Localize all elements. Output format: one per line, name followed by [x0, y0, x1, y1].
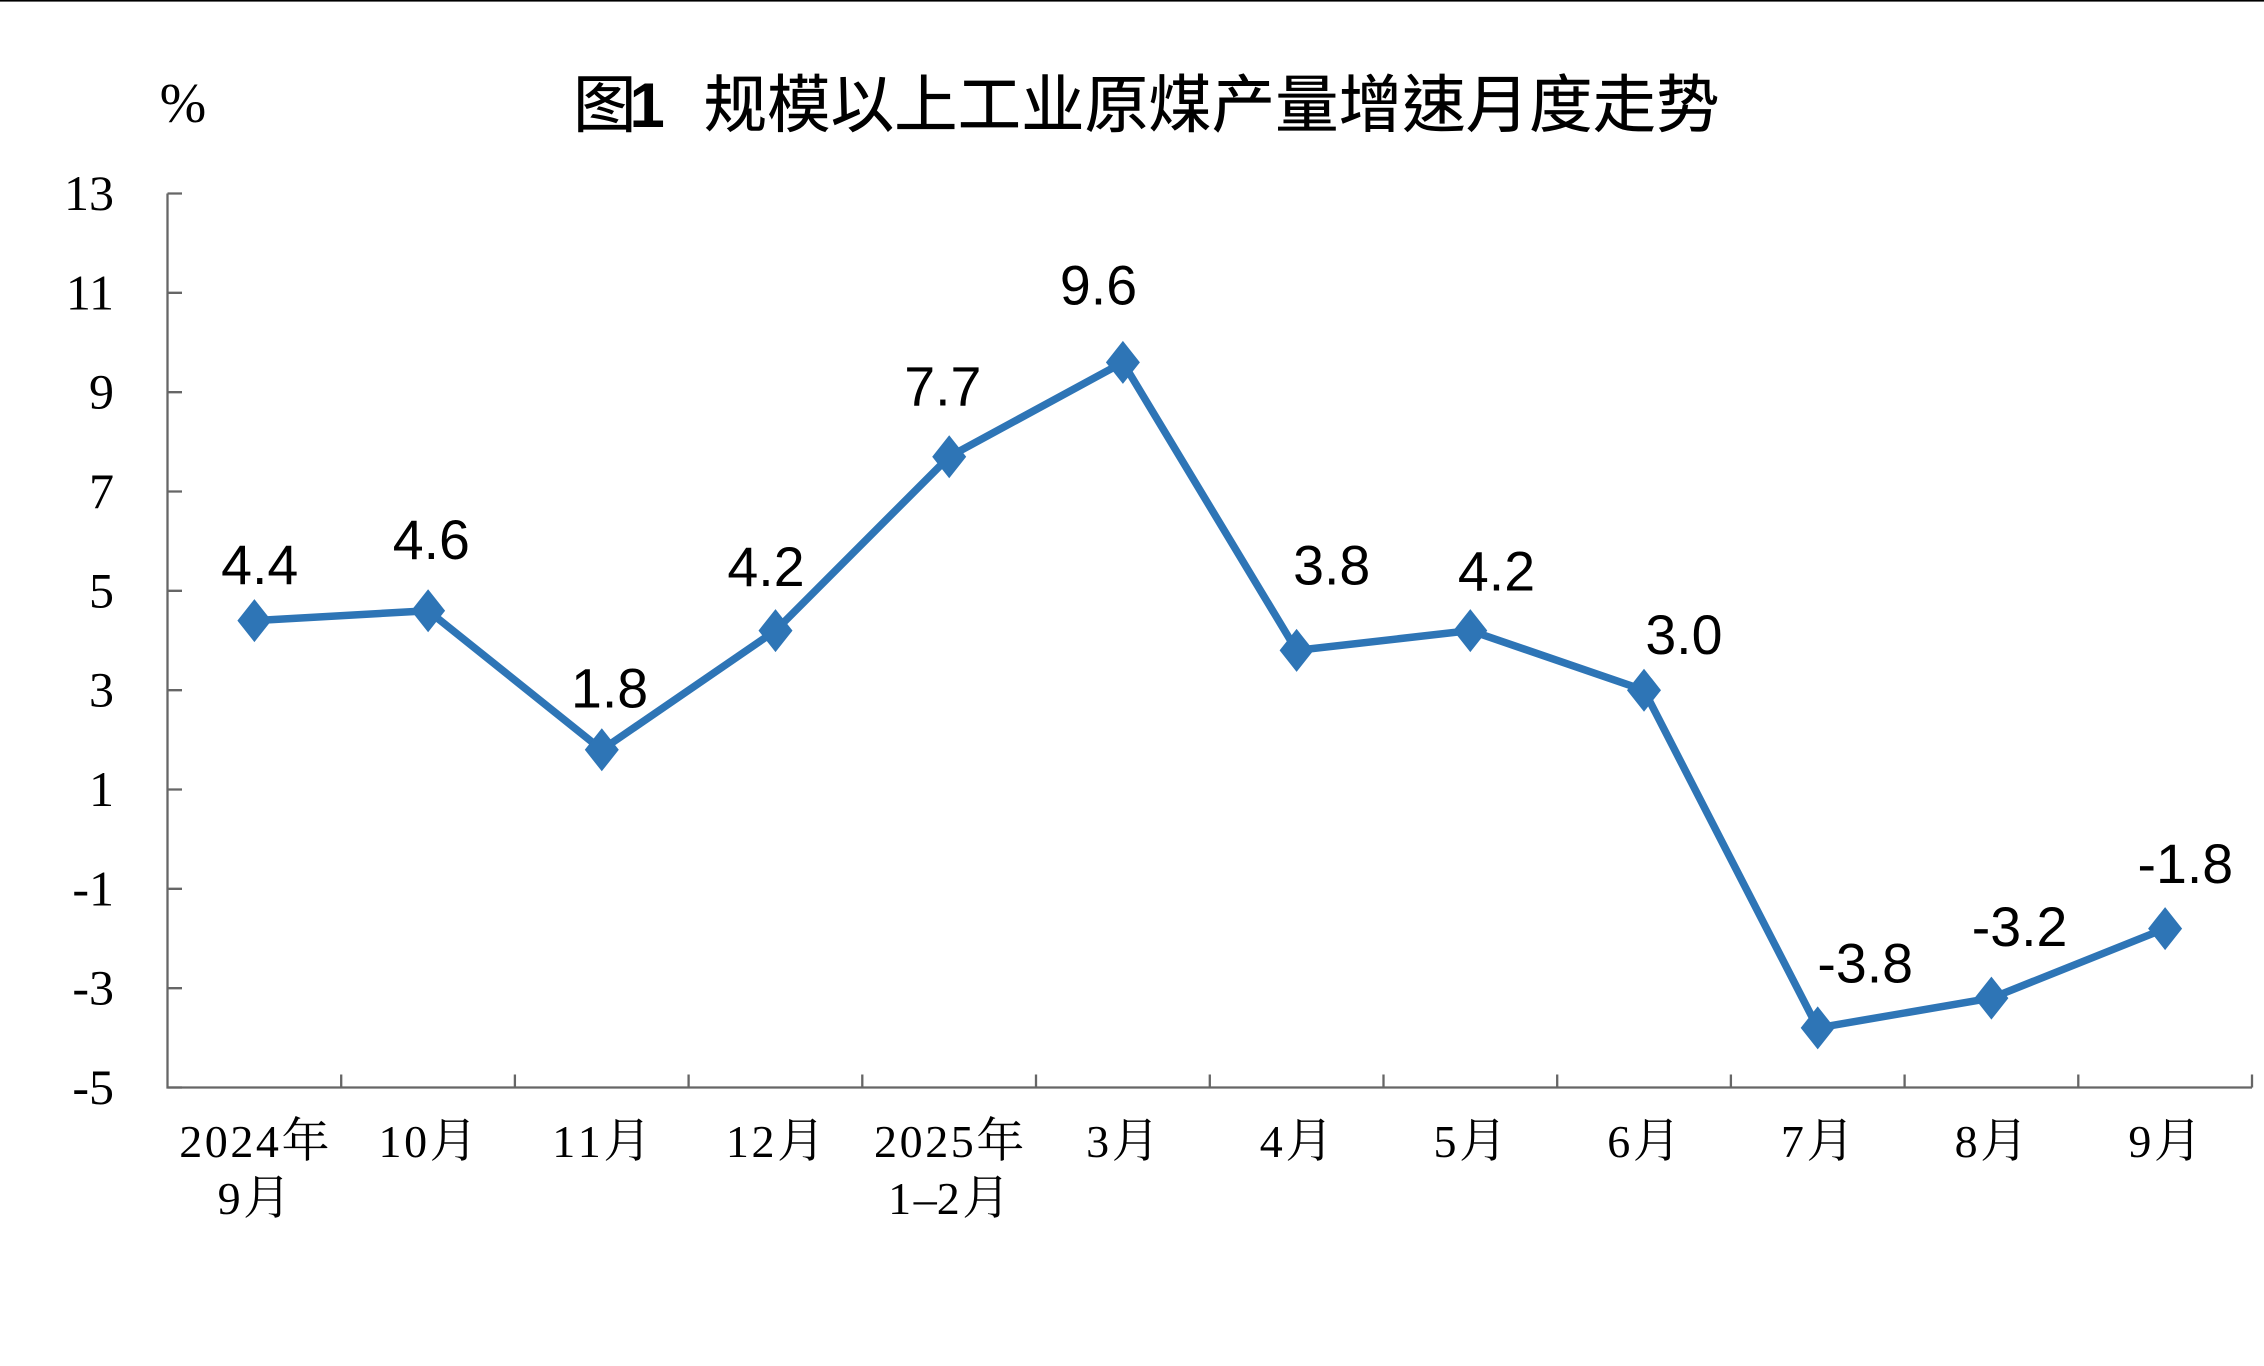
- svg-text:1: 1: [888, 1173, 911, 1224]
- svg-text:1: 1: [552, 1116, 575, 1167]
- svg-text:13: 13: [64, 165, 114, 221]
- svg-text:2: 2: [937, 1173, 960, 1224]
- svg-text:1: 1: [578, 1116, 601, 1167]
- svg-text:7.7: 7.7: [904, 355, 981, 417]
- svg-text:6: 6: [1607, 1116, 1630, 1167]
- svg-text:1: 1: [726, 1116, 749, 1167]
- svg-text:5: 5: [89, 562, 114, 618]
- svg-text:5: 5: [951, 1116, 974, 1167]
- svg-text:2: 2: [925, 1116, 948, 1167]
- svg-text:11: 11: [66, 264, 114, 320]
- svg-text:7: 7: [1781, 1116, 1804, 1167]
- svg-text:7: 7: [89, 463, 114, 519]
- svg-text:3.0: 3.0: [1645, 604, 1722, 666]
- svg-text:3: 3: [1086, 1116, 1109, 1167]
- svg-text:9: 9: [2128, 1116, 2151, 1167]
- svg-text:1.8: 1.8: [571, 658, 648, 720]
- svg-text:4.2: 4.2: [727, 536, 804, 598]
- svg-text:9: 9: [218, 1173, 241, 1224]
- svg-text:2: 2: [179, 1116, 202, 1167]
- svg-text:–: –: [913, 1173, 938, 1224]
- svg-text:9.6: 9.6: [1060, 255, 1137, 317]
- svg-text:1: 1: [89, 761, 114, 817]
- svg-text:0: 0: [900, 1116, 923, 1167]
- svg-text:-1.8: -1.8: [2137, 833, 2233, 895]
- svg-text:2: 2: [874, 1116, 897, 1167]
- svg-text:-5: -5: [72, 1059, 114, 1115]
- svg-text:4.4: 4.4: [221, 534, 298, 596]
- svg-text:1: 1: [379, 1116, 402, 1167]
- svg-text:2: 2: [752, 1116, 775, 1167]
- svg-text:9: 9: [89, 364, 114, 420]
- svg-text:8: 8: [1955, 1116, 1978, 1167]
- svg-text:4: 4: [1260, 1116, 1283, 1167]
- svg-text:4: 4: [256, 1116, 279, 1167]
- svg-text:2: 2: [230, 1116, 253, 1167]
- svg-text:0: 0: [205, 1116, 228, 1167]
- svg-text:3.8: 3.8: [1293, 534, 1370, 596]
- svg-text:4.6: 4.6: [393, 509, 470, 571]
- svg-text:-3.8: -3.8: [1817, 932, 1913, 994]
- svg-text:-3.2: -3.2: [1972, 896, 2068, 958]
- svg-text:-3: -3: [72, 960, 114, 1016]
- svg-text:5: 5: [1434, 1116, 1457, 1167]
- svg-text:3: 3: [89, 662, 114, 718]
- svg-text:%: %: [160, 73, 207, 135]
- svg-text:0: 0: [404, 1116, 427, 1167]
- svg-text:4.2: 4.2: [1458, 541, 1535, 603]
- svg-text:1: 1: [630, 71, 665, 141]
- svg-text:-1: -1: [72, 860, 114, 916]
